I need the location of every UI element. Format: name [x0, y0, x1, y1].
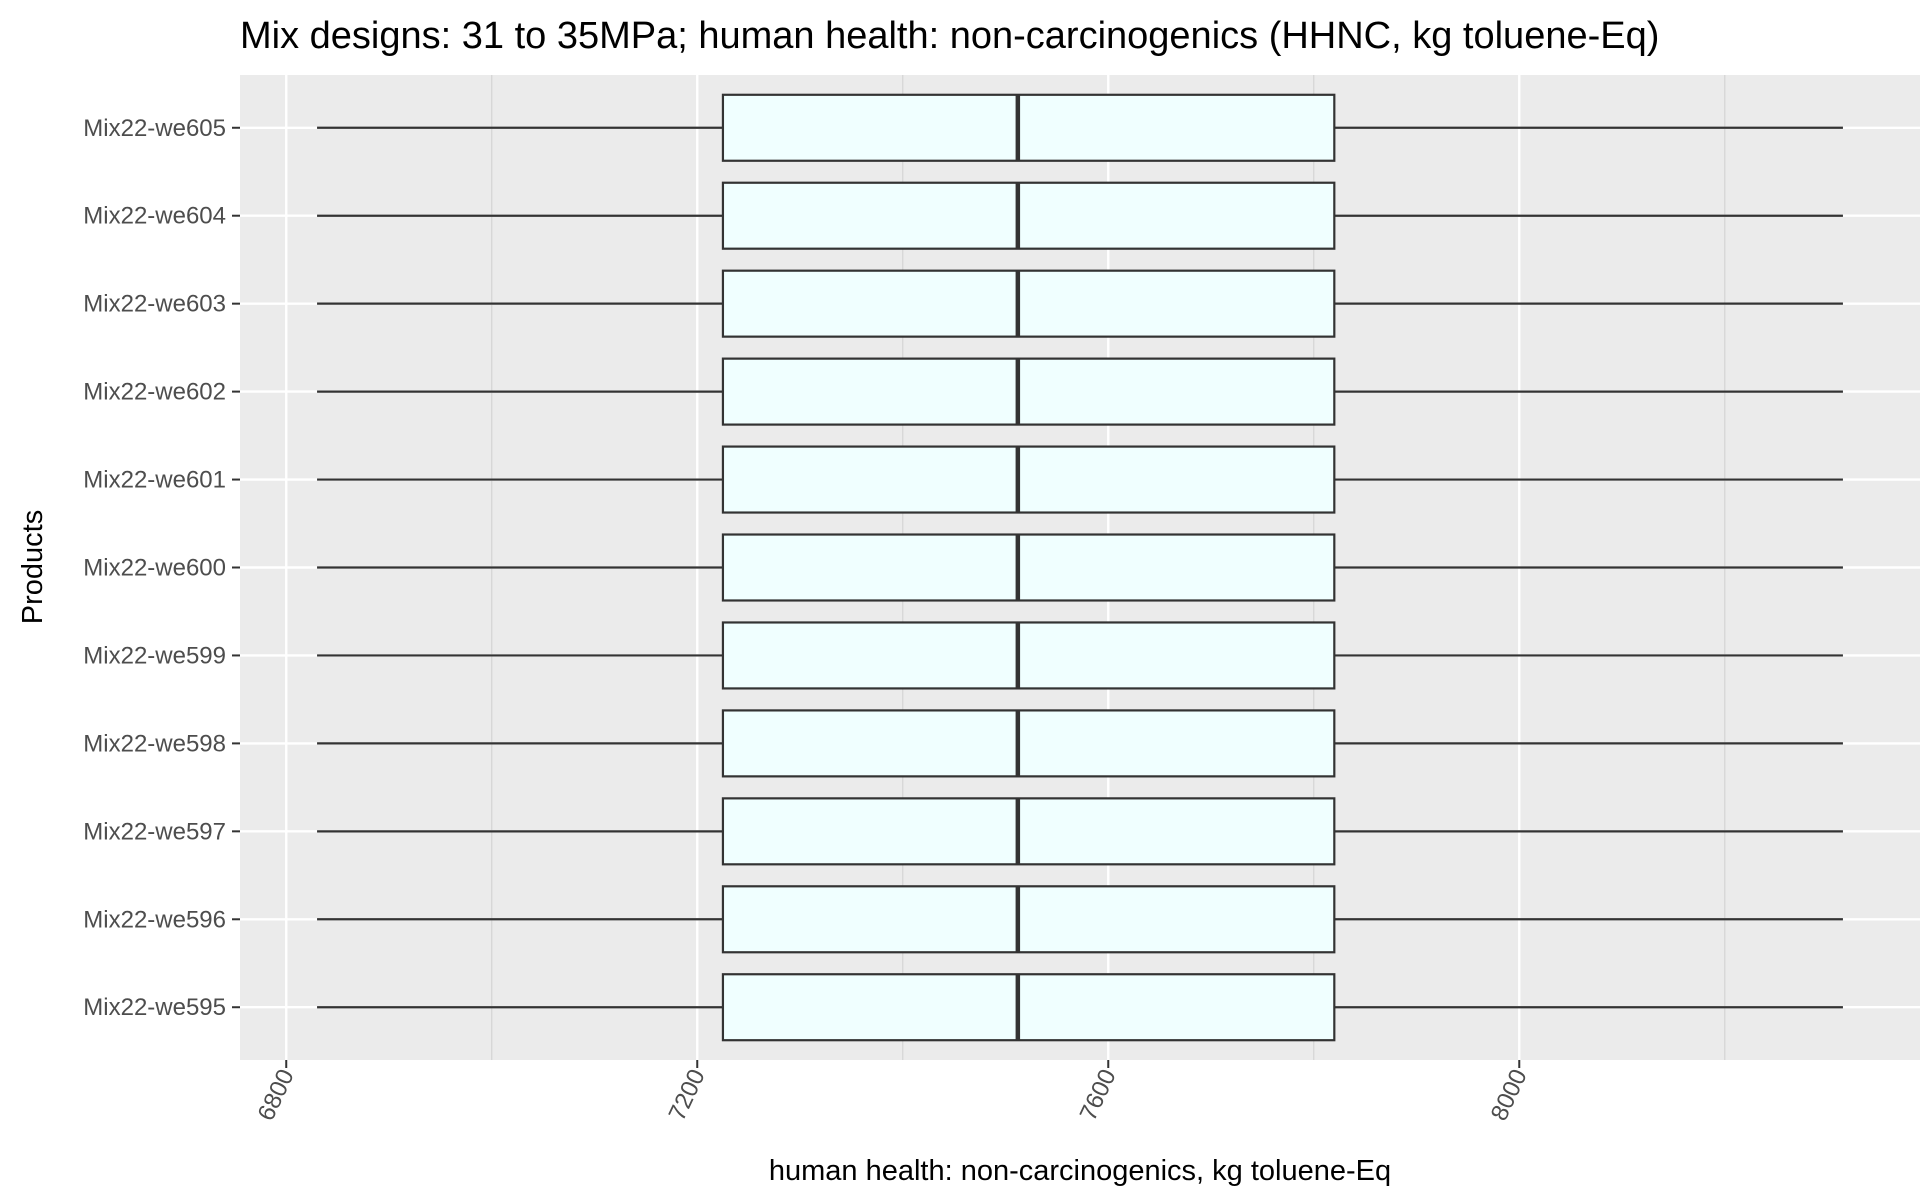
iqr-box — [721, 357, 1336, 426]
y-axis-title: Products — [17, 510, 49, 624]
box-Mix22-we602 — [317, 357, 1843, 426]
iqr-box — [721, 93, 1336, 162]
box-Mix22-we605 — [317, 93, 1843, 162]
x-tick-label: 7200 — [664, 1065, 711, 1125]
x-tick-label: 6800 — [253, 1065, 300, 1125]
box-Mix22-we600 — [317, 533, 1843, 602]
iqr-box — [721, 533, 1336, 602]
y-tick-label: Mix22-we597 — [83, 818, 226, 845]
y-tick-label: Mix22-we603 — [83, 291, 226, 318]
y-tick-label: Mix22-we600 — [83, 555, 226, 582]
iqr-box — [721, 181, 1336, 250]
y-tick-label: Mix22-we605 — [83, 115, 226, 142]
iqr-box — [721, 973, 1336, 1042]
y-tick-label: Mix22-we596 — [83, 906, 226, 933]
iqr-box — [721, 885, 1336, 954]
box-Mix22-we595 — [317, 973, 1843, 1042]
chart-title: Mix designs: 31 to 35MPa; human health: … — [240, 15, 1659, 57]
iqr-box — [721, 621, 1336, 690]
x-tick-label: 7600 — [1075, 1065, 1122, 1125]
y-tick-label: Mix22-we602 — [83, 379, 226, 406]
box-Mix22-we597 — [317, 797, 1843, 866]
y-tick-label: Mix22-we604 — [83, 203, 226, 230]
iqr-box — [721, 797, 1336, 866]
box-layer — [317, 93, 1843, 1042]
y-axis-ticks: Mix22-we595 Mix22-we596 Mix22-we597 Mix22-w… — [83, 115, 240, 1021]
box-Mix22-we601 — [317, 445, 1843, 514]
box-Mix22-we596 — [317, 885, 1843, 954]
box-Mix22-we598 — [317, 709, 1843, 778]
iqr-box — [721, 269, 1336, 338]
x-tick-label: 8000 — [1486, 1065, 1533, 1125]
iqr-box — [721, 445, 1336, 514]
box-Mix22-we604 — [317, 181, 1843, 250]
y-tick-label: Mix22-we599 — [83, 642, 226, 669]
x-axis-ticks: 6800 7200 7600 8000 — [253, 1060, 1533, 1125]
y-tick-label: Mix22-we601 — [83, 467, 226, 494]
x-axis-title: human health: non-carcinogenics, kg tolu… — [769, 1155, 1391, 1187]
y-tick-label: Mix22-we595 — [83, 994, 226, 1021]
y-tick-label: Mix22-we598 — [83, 730, 226, 757]
iqr-box — [721, 709, 1336, 778]
box-Mix22-we603 — [317, 269, 1843, 338]
box-Mix22-we599 — [317, 621, 1843, 690]
